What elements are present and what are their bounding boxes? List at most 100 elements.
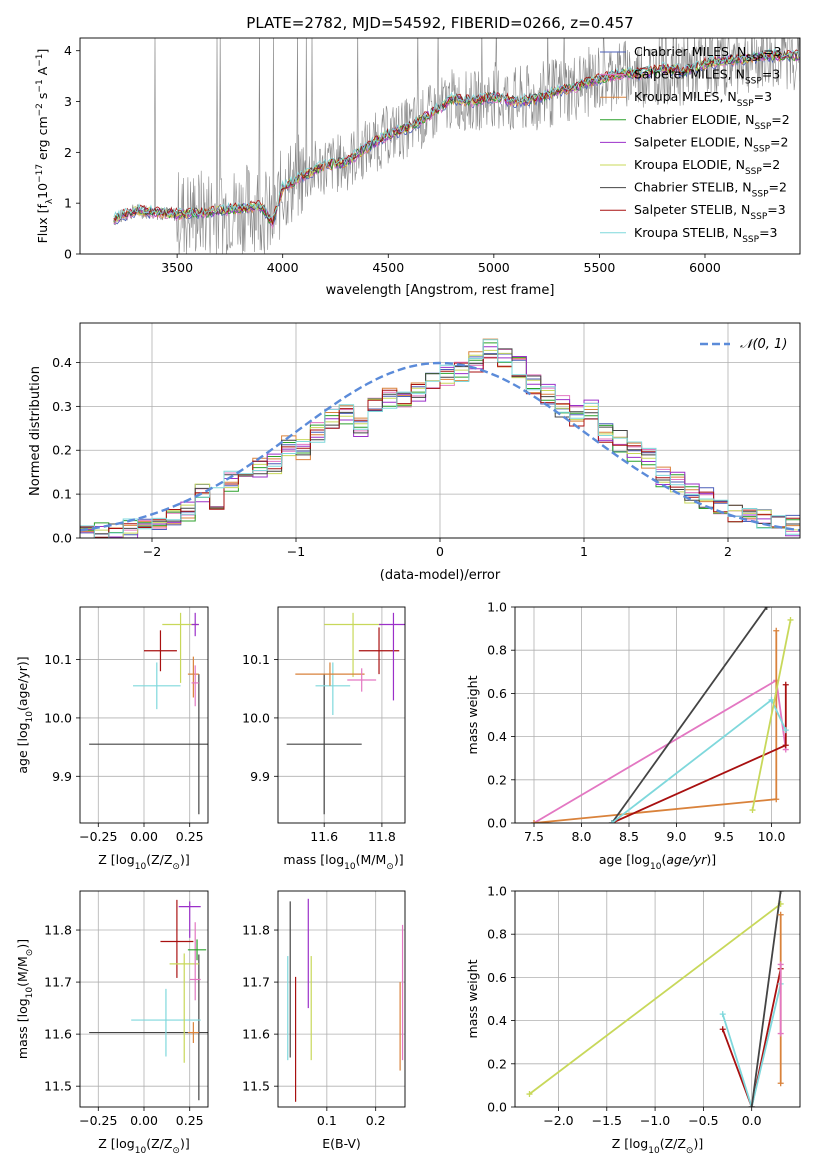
x-tick-label: 0.25	[176, 829, 204, 844]
x-tick-label: −2	[143, 544, 161, 559]
weight-line	[721, 983, 782, 1107]
x-axis-label: Z [log10(Z/Z⊙)]	[98, 852, 189, 872]
weight-marker	[777, 1080, 784, 1087]
weight-line	[533, 630, 778, 823]
legend-label: Kroupa MILES, NSSP=3	[634, 89, 772, 109]
x-axis-label: E(B-V)	[322, 1136, 361, 1151]
y-tick-label: 0.4	[487, 1013, 507, 1028]
y-axis-label: age [log10(age/yr)]	[15, 656, 35, 773]
weight-line	[611, 607, 768, 823]
y-tick-label: 0.8	[487, 643, 507, 658]
x-tick-label: 8.0	[572, 829, 592, 844]
weight-line	[528, 903, 782, 1095]
weight-marker	[749, 807, 756, 814]
legend-label: Salpeter ELODIE, NSSP=2	[634, 134, 788, 154]
y-tick-label: 0.0	[52, 531, 72, 546]
x-tick-label: 1	[580, 544, 588, 559]
weight-line	[751, 619, 792, 811]
axes-mass_vs_ebv: 0.1 0.2 11.5 11.6 11.7 11.8 E(B-V)	[242, 890, 406, 1151]
plot-frame	[514, 890, 801, 1108]
weight-marker	[719, 1011, 726, 1018]
weight-line	[750, 891, 782, 1107]
y-tick-label: 0.0	[487, 1100, 507, 1115]
weight-marker	[782, 727, 789, 734]
y-axis-label: mass weight	[465, 959, 480, 1038]
x-tick-label: 5000	[478, 260, 510, 275]
model-spectrum	[113, 50, 800, 224]
weight-marker	[526, 1091, 533, 1098]
y-tick-label: 11.6	[242, 1027, 270, 1042]
y-tick-label: 11.8	[44, 923, 72, 938]
weight-marker	[777, 961, 784, 968]
x-tick-label: −1.0	[640, 1113, 670, 1128]
y-tick-label: 0.6	[487, 686, 507, 701]
y-tick-label: 10.0	[44, 710, 72, 725]
residual-histogram	[80, 339, 800, 538]
y-tick-label: 0.6	[487, 970, 507, 985]
weight-marker	[777, 911, 784, 918]
x-tick-label: −1.5	[592, 1113, 622, 1128]
axes-age_vs_Z: −0.25 0.00 0.25 9.9 10.0 10.1 Z [log10(Z/Z⊙)] a…	[15, 606, 209, 872]
x-tick-label: 0.25	[176, 1113, 204, 1128]
weight-marker	[748, 1104, 755, 1107]
y-tick-label: 9.9	[52, 769, 72, 784]
x-tick-label: 6000	[689, 260, 721, 275]
y-tick-label: 9.9	[250, 769, 270, 784]
weight-lines	[526, 891, 784, 1107]
spectrum-legend: Chabrier MILES, NSSP=3 Salpeter MILES, NS…	[600, 44, 790, 245]
legend-label: Chabrier MILES, NSSP=3	[634, 44, 782, 64]
axes-mass_weight_vs_age: 7.5 8.0 8.5 9.0 9.5 10.0 0.0 0.2 0.4 0.6 0.8 1.0 age…	[465, 600, 801, 872]
x-tick-label: 3500	[161, 260, 193, 275]
weight-marker	[782, 681, 789, 688]
x-axis-label: wavelength [Angstrom, rest frame]	[326, 283, 555, 298]
y-tick-label: 1.0	[487, 884, 507, 899]
figure-title: PLATE=2782, MJD=54592, FIBERID=0266, z=0…	[246, 14, 633, 32]
errorbar-group	[89, 612, 208, 815]
y-tick-label: 0.2	[487, 1056, 507, 1071]
weight-marker	[777, 1030, 784, 1037]
x-tick-label: 4500	[372, 260, 404, 275]
y-axis-label: Flux [fλ10−17 erg cm−2 s−1 A−1]	[35, 49, 55, 244]
x-tick-label: −1	[287, 544, 305, 559]
legend-label: Kroupa ELODIE, NSSP=2	[634, 157, 780, 177]
plot-frame	[277, 606, 406, 824]
y-tick-label: 0.2	[487, 772, 507, 787]
legend-label: Kroupa STELIB, NSSP=3	[634, 225, 778, 245]
weight-marker	[768, 696, 775, 703]
weight-marker	[608, 820, 615, 823]
y-tick-label: 10.1	[242, 652, 270, 667]
x-axis-label: mass [log10(M/M⊙)]	[283, 852, 403, 872]
y-tick-label: 11.7	[242, 975, 270, 990]
legend-label: Chabrier STELIB, NSSP=2	[634, 180, 787, 200]
weight-marker	[773, 627, 780, 634]
y-tick-label: 10.0	[242, 710, 270, 725]
x-tick-label: 11.6	[310, 829, 338, 844]
weight-marker	[531, 820, 537, 823]
x-tick-label: 9.0	[667, 829, 687, 844]
x-tick-label: 9.5	[714, 829, 734, 844]
y-tick-label: 11.5	[242, 1079, 270, 1094]
y-tick-label: 0.4	[487, 729, 507, 744]
x-tick-label: −0.25	[79, 829, 117, 844]
y-tick-label: 11.8	[242, 923, 270, 938]
plot-frame	[79, 322, 801, 539]
x-tick-label: 0.0	[742, 1113, 762, 1128]
y-tick-label: 0.0	[487, 816, 507, 831]
x-axis-label: age [log10(age/yr)]	[599, 852, 716, 872]
model-spectrum	[113, 48, 800, 220]
y-tick-label: 11.7	[44, 975, 72, 990]
y-axis-label: mass [log10(M/M⊙)]	[15, 939, 35, 1059]
gaussian-curve	[80, 361, 800, 532]
axes-age_vs_mass: 11.6 11.8 9.9 10.0 10.1 mass [log10(M/M⊙)]	[242, 606, 406, 872]
axes-mass_vs_Z: −0.25 0.00 0.25 11.5 11.6 11.7 11.8 Z [log10(Z/…	[15, 890, 209, 1156]
y-tick-label: 4	[64, 43, 72, 58]
weight-marker	[777, 891, 784, 894]
weight-line	[721, 968, 782, 1107]
weight-marker	[787, 616, 794, 623]
x-tick-label: 0.2	[366, 1113, 386, 1128]
x-axis-label: (data-model)/error	[380, 568, 501, 583]
x-tick-label: −0.5	[688, 1113, 718, 1128]
plot-frame	[79, 890, 209, 1108]
legend-label: Salpeter MILES, NSSP=3	[634, 67, 780, 87]
